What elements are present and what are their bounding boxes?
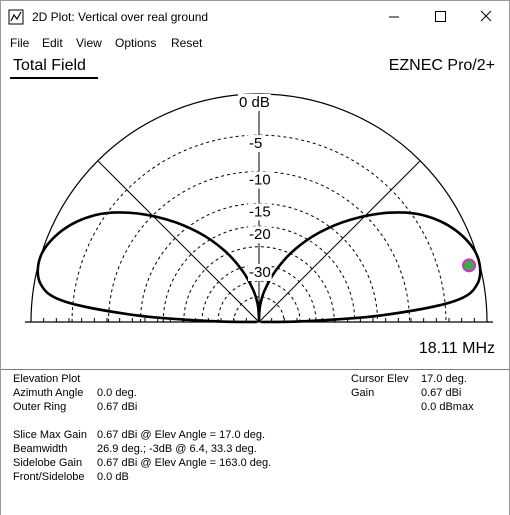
cursor-marker[interactable] — [462, 258, 477, 273]
app-icon — [8, 9, 24, 25]
front-sidelobe-value: 0.0 dB — [97, 471, 129, 483]
close-icon — [480, 10, 492, 22]
grid-ring — [201, 264, 317, 323]
sidelobe-gain-label: Sidelobe Gain — [13, 457, 83, 469]
slice-max-gain-value: 0.67 dBi @ Elev Angle = 17.0 deg. — [97, 429, 266, 441]
minimize-icon — [389, 16, 399, 18]
ring-label: -5 — [249, 135, 262, 152]
ring-label: 0 dB — [239, 94, 270, 111]
menu-reset[interactable]: Reset — [171, 36, 203, 50]
minimize-button[interactable] — [371, 1, 417, 32]
polar-plot[interactable]: 0 dB -5 -10 -15 -20 -30 — [1, 53, 509, 369]
ring-label: -30 — [249, 264, 271, 281]
slice-max-gain-label: Slice Max Gain — [13, 429, 87, 441]
menu-options[interactable]: Options — [115, 36, 157, 50]
ring-label-bg — [248, 203, 272, 221]
grid-ring — [233, 296, 285, 323]
azimuth-angle-label: Azimuth Angle — [13, 387, 84, 399]
front-sidelobe-label: Front/Sidelobe — [13, 471, 85, 483]
ring-label-bg — [238, 94, 271, 111]
outer-ring-label: Outer Ring — [13, 401, 67, 413]
gain-label: Gain — [351, 387, 375, 399]
ring-label: -20 — [249, 226, 271, 243]
plot-area[interactable]: 0 dB -5 -10 -15 -20 -30 Total Field EZNEC Pro… — [1, 53, 509, 369]
cursor-elev-value: 17.0 deg. — [421, 373, 467, 385]
close-button[interactable] — [463, 1, 509, 32]
menu-file[interactable]: File — [10, 36, 30, 50]
beamwidth-value: 26.9 deg.; -3dB @ 6.4, 33.3 deg. — [97, 443, 257, 455]
outer-ring-value: 0.67 dBi — [97, 401, 138, 413]
maximize-icon — [435, 11, 446, 22]
info-divider — [1, 369, 509, 370]
ring-label: -10 — [249, 172, 271, 189]
heading-underline — [10, 77, 98, 79]
azimuth-angle-value: 0.0 deg. — [97, 387, 137, 399]
title-bar[interactable]: 2D Plot: Vertical over real ground — [1, 1, 509, 32]
plot-type-label: Elevation Plot — [13, 373, 81, 385]
menu-bar: File Edit View Options Reset — [1, 32, 509, 53]
grid-ring — [71, 134, 447, 323]
menu-edit[interactable]: Edit — [42, 36, 63, 50]
menu-view[interactable]: View — [76, 36, 102, 50]
window-title: 2D Plot: Vertical over real ground — [32, 10, 209, 24]
ring-label: -15 — [249, 203, 271, 220]
ring-label-bg — [248, 226, 272, 244]
info-panel: Elevation Plot Azimuth Angle 0.0 deg. Ou… — [1, 370, 509, 515]
frequency-label: 18.11 MHz — [418, 340, 495, 357]
radial-line — [97, 160, 260, 323]
ring-label-bg — [248, 135, 264, 153]
beamwidth-label: Beamwidth — [13, 443, 68, 455]
brand-label: EZNEC Pro/2+ — [388, 57, 495, 74]
cursor-elev-label: Cursor Elev — [351, 373, 409, 385]
gain-value: 0.67 dBi — [421, 387, 462, 399]
gain-dbmax-value: 0.0 dBmax — [421, 401, 474, 413]
maximize-button[interactable] — [417, 1, 463, 32]
ring-label-bg — [248, 171, 272, 189]
pattern-curve — [36, 211, 482, 324]
ring-labels: 0 dB -5 -10 -15 -20 -30 — [238, 94, 272, 281]
radial-line — [258, 160, 421, 323]
grid-ring — [217, 280, 301, 323]
ring-label-bg — [248, 264, 272, 281]
sidelobe-gain-value: 0.67 dBi @ Elev Angle = 163.0 deg. — [97, 457, 272, 469]
plot-heading[interactable]: Total Field — [13, 57, 86, 74]
